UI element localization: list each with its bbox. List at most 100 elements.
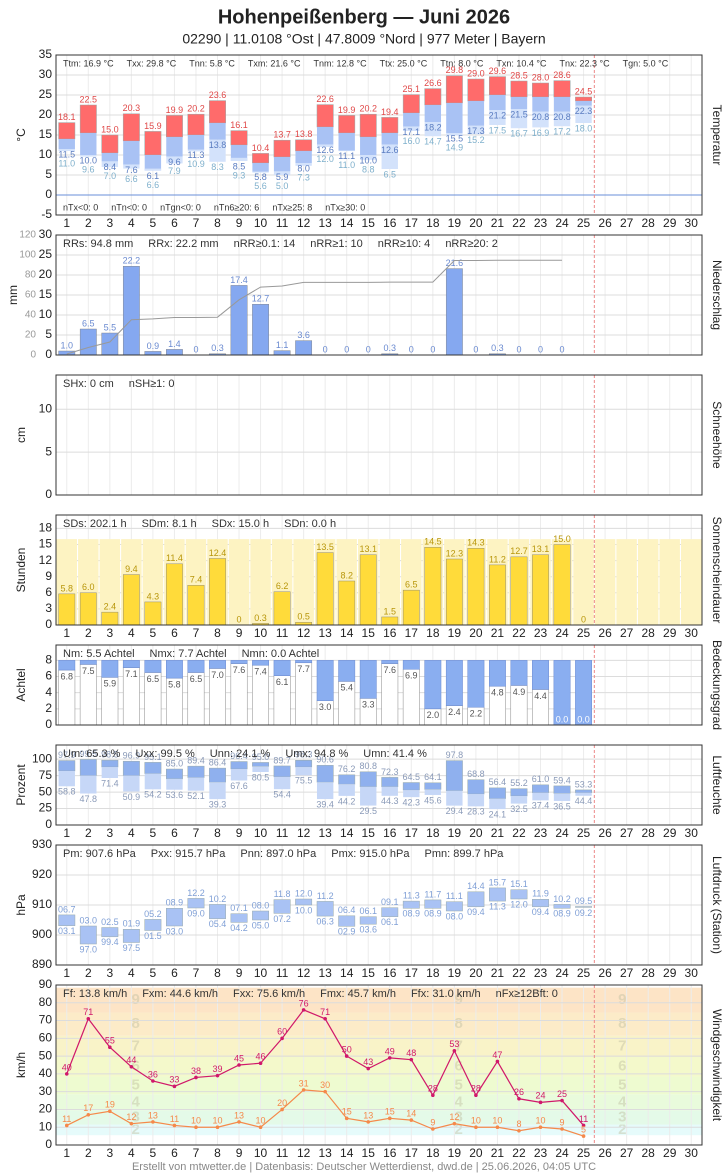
value-label: 7.4 bbox=[190, 575, 203, 585]
y-tick-label: -5 bbox=[41, 207, 52, 221]
value-label: 15.1 bbox=[510, 879, 528, 889]
wind-point bbox=[409, 1057, 414, 1062]
stat-text: Txn: 10.4 °C bbox=[496, 58, 547, 68]
range-bar bbox=[209, 767, 226, 783]
beaufort-label: 6 bbox=[455, 1058, 463, 1075]
value-label: 97.9 bbox=[58, 750, 76, 760]
range-bar bbox=[187, 149, 205, 152]
y2-tick-label: 120 bbox=[19, 230, 36, 241]
stat-text: nSH≥1: 0 bbox=[129, 378, 175, 390]
x-tick-label: 8 bbox=[214, 216, 221, 230]
value-label: 13.1 bbox=[359, 544, 377, 554]
range-bar bbox=[166, 156, 183, 164]
value-label: 29.0 bbox=[467, 68, 485, 78]
value-label: 0.0 bbox=[577, 714, 590, 724]
range-bar bbox=[295, 898, 313, 906]
stat-text: SDs: 202.1 h bbox=[63, 518, 127, 530]
y-tick-label: 0 bbox=[45, 1137, 52, 1151]
x-tick-label: 19 bbox=[448, 966, 462, 980]
x-tick-label: 22 bbox=[512, 1146, 526, 1160]
stat-text: Pm: 907.6 hPa bbox=[63, 848, 137, 860]
x-tick-label: 12 bbox=[297, 826, 311, 840]
stat-text: SHx: 0 cm bbox=[63, 378, 114, 390]
x-tick-label: 29 bbox=[663, 216, 677, 230]
value-label: 23.6 bbox=[209, 90, 227, 100]
range-bar bbox=[489, 798, 506, 810]
range-bar bbox=[80, 133, 97, 155]
range-bar bbox=[553, 111, 571, 127]
x-tick-label: 10 bbox=[254, 826, 268, 840]
range-bar bbox=[338, 915, 356, 927]
x-tick-label: 18 bbox=[426, 626, 440, 640]
range-bar bbox=[252, 910, 269, 921]
cumulative-line bbox=[66, 259, 563, 355]
value-label: 25.1 bbox=[403, 84, 421, 94]
wind-point bbox=[301, 1008, 306, 1012]
value-label: 13.7 bbox=[273, 130, 291, 140]
range-bar bbox=[445, 901, 463, 912]
wind-point bbox=[495, 1125, 500, 1130]
panel-frame bbox=[55, 744, 703, 826]
value-label: 1.1 bbox=[276, 340, 289, 350]
range-bar bbox=[273, 765, 291, 778]
value-label: 04.2 bbox=[230, 923, 248, 933]
value-label: 7.0 bbox=[211, 670, 224, 680]
range-bar bbox=[467, 125, 485, 135]
stat-text: Umx: 94.8 % bbox=[285, 748, 348, 760]
value-label: 06.3 bbox=[316, 916, 334, 926]
stat-text: nTx<0: 0 bbox=[63, 202, 98, 212]
value-label: 01.5 bbox=[144, 931, 162, 941]
range-bar bbox=[209, 782, 226, 800]
range-bar bbox=[553, 793, 571, 801]
range-bar bbox=[532, 784, 549, 793]
range-bar bbox=[101, 161, 119, 167]
value-label: 67.6 bbox=[230, 781, 248, 791]
value-label: 11 bbox=[170, 1114, 179, 1124]
stat-text: nTn6≥20: 6 bbox=[214, 202, 259, 212]
value-label: 16.9 bbox=[532, 128, 550, 138]
stat-text: Ttm: 16.9 °C bbox=[63, 58, 114, 68]
wind-point bbox=[280, 1107, 284, 1112]
range-bar bbox=[532, 792, 549, 801]
value-label: 44.3 bbox=[381, 796, 399, 806]
value-label: 12.7 bbox=[510, 546, 528, 556]
cloud-cover bbox=[144, 660, 162, 673]
beaufort-label: 5 bbox=[132, 1076, 140, 1093]
x-tick-label: 9 bbox=[236, 1146, 243, 1160]
stat-text: Uxx: 99.5 % bbox=[135, 748, 195, 760]
bar bbox=[144, 601, 162, 626]
x-tick-label: 14 bbox=[340, 966, 354, 980]
range-bar bbox=[209, 123, 226, 140]
value-label: 11.1 bbox=[446, 891, 463, 901]
value-label: 08.0 bbox=[252, 900, 270, 910]
value-label: 55.2 bbox=[510, 778, 528, 788]
wind-point bbox=[129, 1064, 134, 1069]
cloud-cover bbox=[230, 660, 248, 664]
range-bar bbox=[230, 769, 248, 781]
series-group: 6.8 7.5 5.9 7.1 6.5 5.8 6.5 7.0 7.6 7.4 6.1 7.7 3.0 5… bbox=[58, 660, 592, 726]
value-label: 6.5 bbox=[405, 579, 418, 589]
range-bar bbox=[360, 786, 377, 806]
wind-point bbox=[387, 1056, 392, 1060]
value-label: 89.4 bbox=[187, 756, 205, 766]
range-bar bbox=[510, 80, 528, 98]
range-bar bbox=[510, 788, 528, 797]
value-label: 13 bbox=[148, 1110, 158, 1120]
x-tick-label: 7 bbox=[193, 1146, 200, 1160]
range-bar bbox=[123, 141, 140, 165]
wind-point bbox=[344, 1116, 349, 1121]
cloud-cover bbox=[295, 660, 313, 664]
beaufort-label: 7 bbox=[618, 1037, 626, 1054]
value-label: 55 bbox=[105, 1036, 115, 1046]
value-label: 14.4 bbox=[467, 881, 485, 891]
y-tick-label: 5 bbox=[45, 327, 52, 341]
value-label: 33 bbox=[169, 1075, 179, 1085]
range-bar bbox=[295, 760, 313, 768]
x-tick-label: 17 bbox=[405, 826, 419, 840]
y-tick-label: 75 bbox=[39, 768, 53, 782]
value-label: 09.1 bbox=[381, 897, 399, 907]
value-label: 10.2 bbox=[209, 894, 227, 904]
value-label: 3.0 bbox=[319, 702, 332, 712]
y-tick-label: 0 bbox=[45, 487, 52, 501]
